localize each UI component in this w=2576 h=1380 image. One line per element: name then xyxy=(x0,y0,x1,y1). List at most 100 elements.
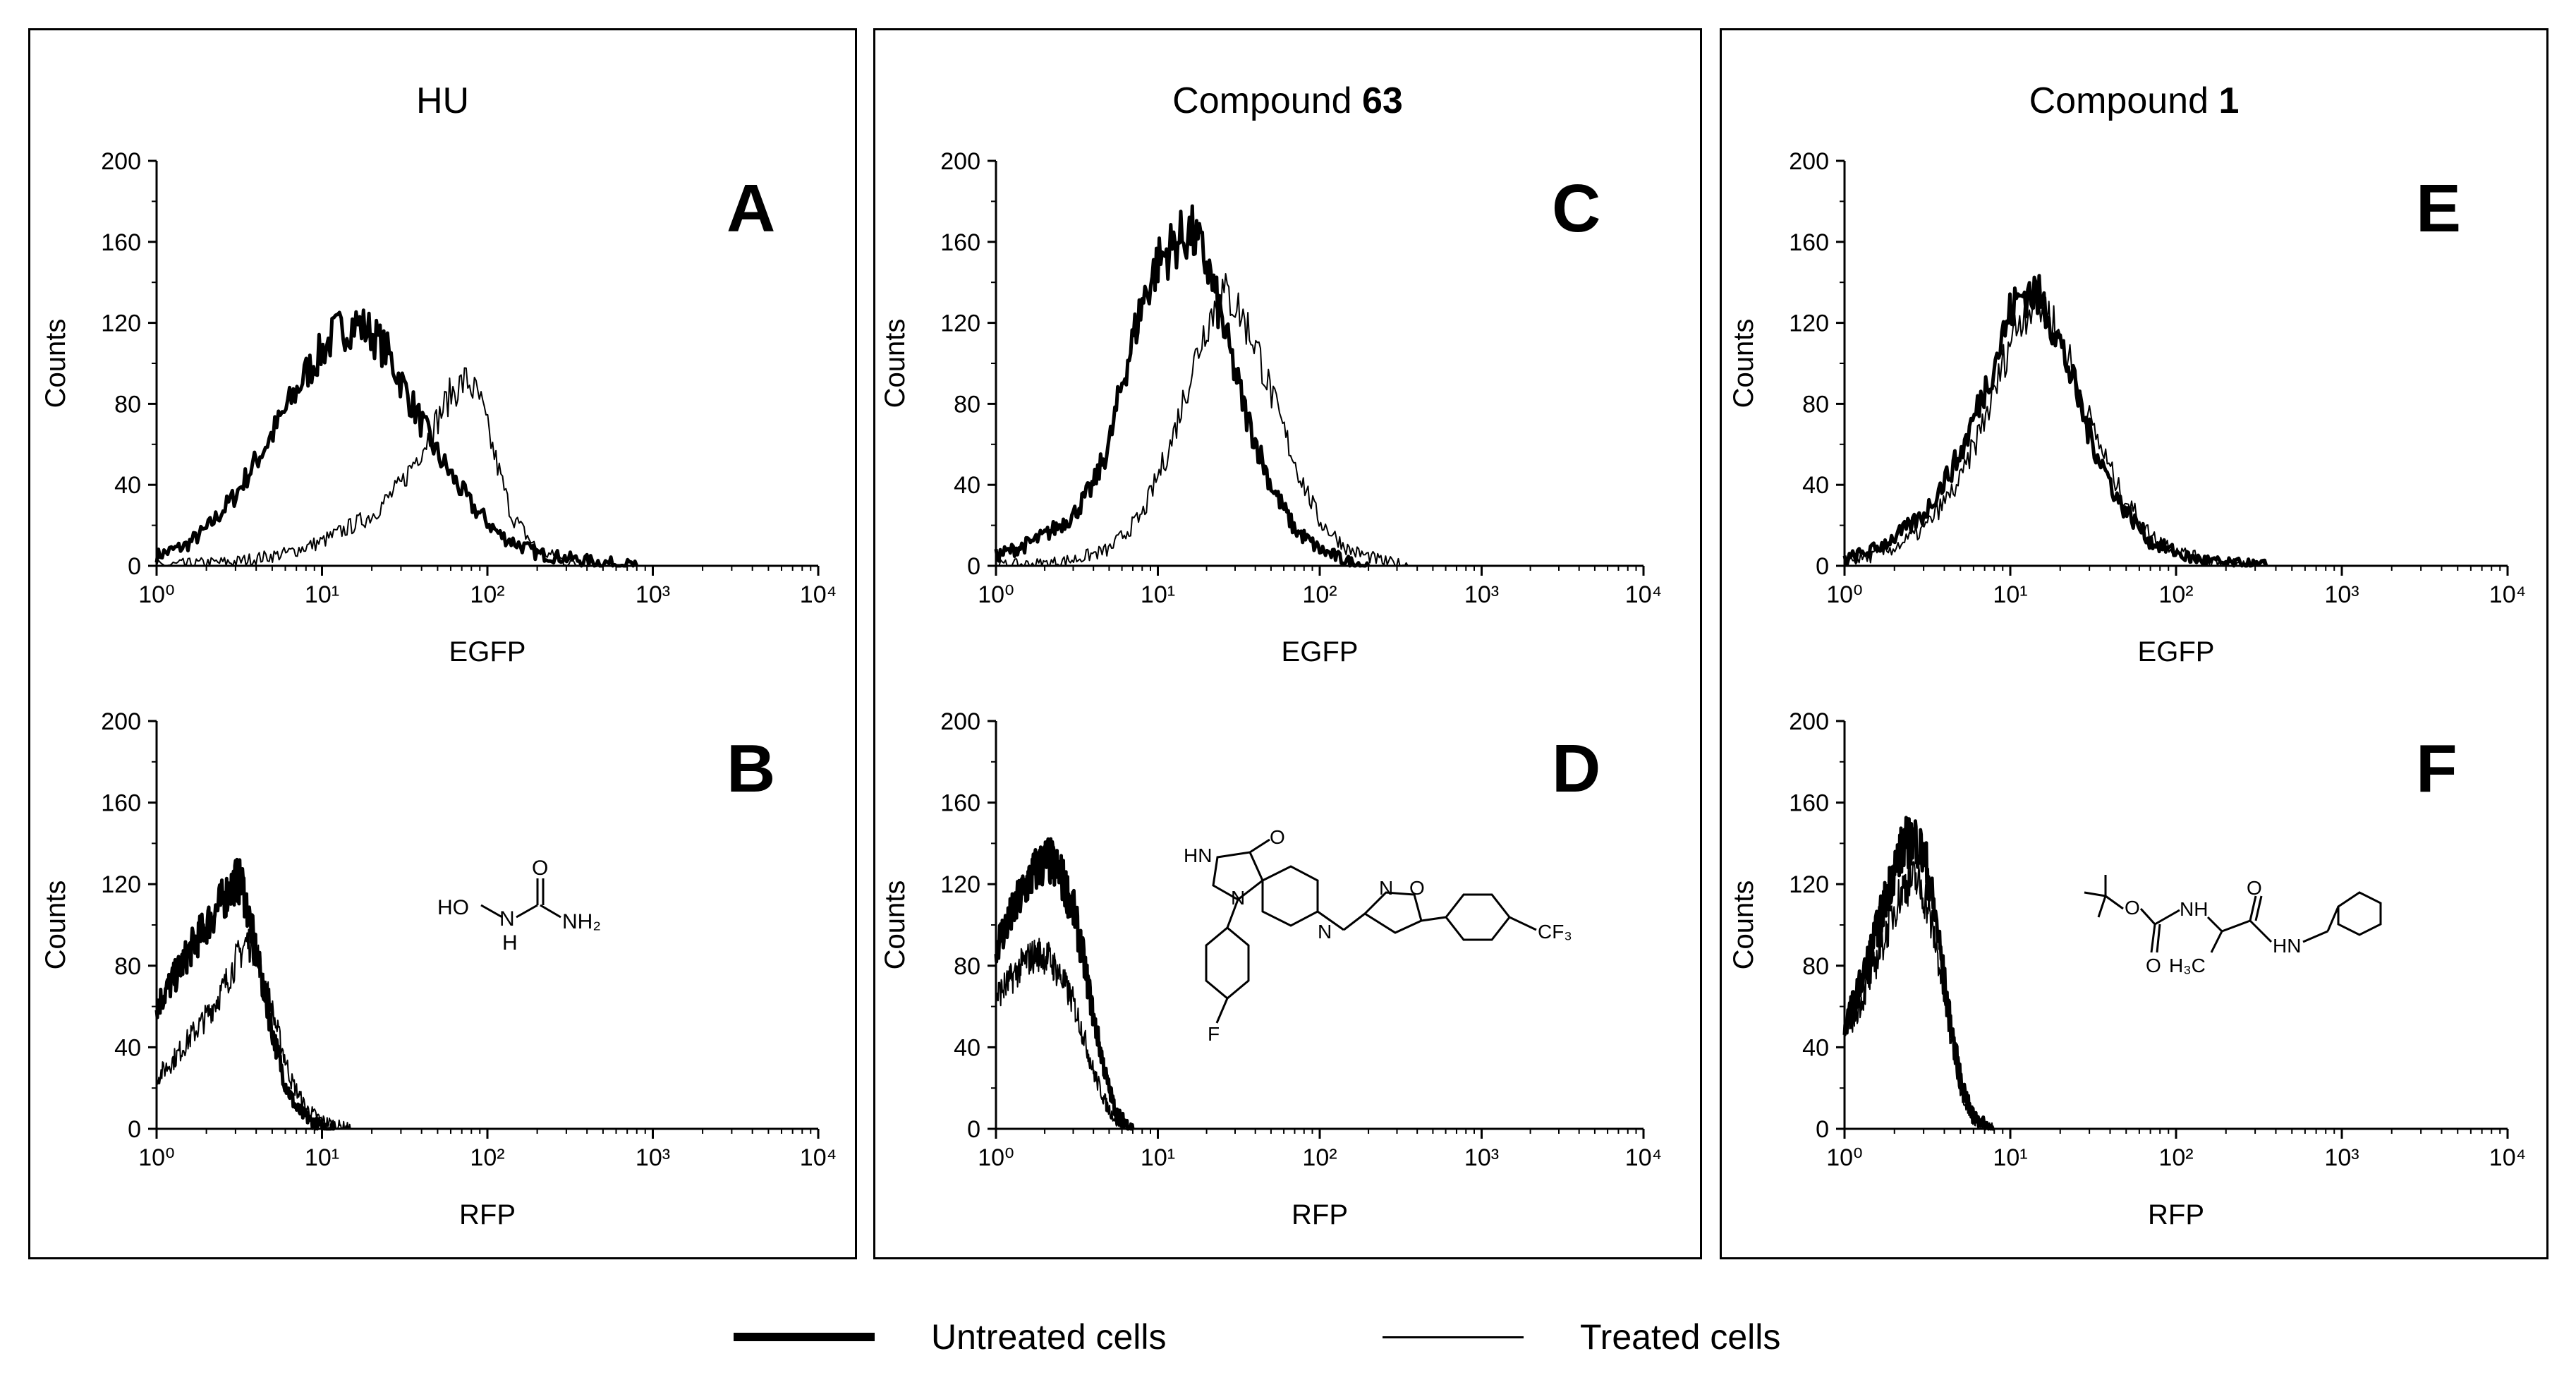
x-tick-label: 10³ xyxy=(636,1144,670,1171)
y-axis-label: Counts xyxy=(1728,880,1759,970)
x-tick-label: 10⁴ xyxy=(800,581,837,608)
y-axis-label: Counts xyxy=(1728,319,1759,408)
series-untreated-line xyxy=(994,837,1135,1131)
y-tick-label: 0 xyxy=(128,553,141,580)
y-tick-label: 0 xyxy=(967,553,980,580)
y-tick-label: 160 xyxy=(1789,229,1829,256)
x-tick-label: 10³ xyxy=(636,581,670,608)
y-tick-label: 0 xyxy=(1816,1116,1829,1143)
group-title: Compound 63 xyxy=(1172,80,1403,121)
svg-text:HN: HN xyxy=(2273,935,2301,957)
svg-text:NH₂: NH₂ xyxy=(562,910,601,933)
legend-item-treated: Treated cells xyxy=(1383,1309,1780,1365)
x-axis-label: RFP xyxy=(1292,1199,1348,1230)
y-tick-label: 40 xyxy=(114,1034,141,1061)
y-tick-label: 200 xyxy=(940,148,980,175)
y-tick-label: 200 xyxy=(1789,708,1829,735)
chemical-structures: HO N H O NH₂ HN O N N N O CF₃ xyxy=(437,826,2382,1045)
x-tick-label: 10² xyxy=(470,1144,504,1171)
x-tick-label: 10¹ xyxy=(1141,1144,1175,1171)
group-title: HU xyxy=(415,80,470,121)
x-tick-label: 10⁰ xyxy=(1826,581,1862,608)
x-tick-label: 10³ xyxy=(2324,1144,2359,1171)
y-tick-label: 80 xyxy=(1802,391,1829,418)
x-tick-label: 10¹ xyxy=(1141,581,1175,608)
svg-text:F: F xyxy=(1208,1023,1220,1045)
series-untreated-line xyxy=(1842,274,2268,568)
svg-text:O: O xyxy=(2247,877,2262,899)
svg-text:HN: HN xyxy=(1184,845,1212,866)
svg-text:N: N xyxy=(1318,921,1332,943)
series-untreated-line xyxy=(1842,816,1995,1131)
series-treated-line xyxy=(1844,279,2266,567)
x-axis-label: EGFP xyxy=(1282,636,1359,667)
x-axis-label: EGFP xyxy=(449,636,526,667)
panel-letter: E xyxy=(2416,171,2461,246)
legend-thin-line xyxy=(1383,1336,1524,1338)
y-axis-label: Counts xyxy=(880,319,911,408)
series-treated-line xyxy=(156,926,351,1130)
panel-letter: D xyxy=(1552,731,1600,806)
svg-text:O: O xyxy=(532,857,548,880)
series-treated-line xyxy=(995,938,1134,1130)
panel-d: 0 40 80 120 160 200 10⁰ 10¹ 10² 10³ 10⁴ RFP Counts D xyxy=(880,708,1662,1230)
y-axis-label: Counts xyxy=(40,319,71,408)
y-tick-label: 40 xyxy=(954,1034,980,1061)
y-tick-label: 160 xyxy=(1789,790,1829,817)
panel-letter: C xyxy=(1552,171,1600,246)
panel-a: 0 40 80 120 160 200 10⁰ 10¹ 10² 10³ 10⁴ EGFP Counts A xyxy=(40,148,837,667)
x-tick-label: 10² xyxy=(2158,581,2193,608)
y-tick-label: 200 xyxy=(940,708,980,735)
x-tick-label: 10² xyxy=(1302,581,1337,608)
y-tick-label: 120 xyxy=(101,871,141,898)
x-tick-label: 10⁴ xyxy=(1625,581,1662,608)
legend-item-untreated: Untreated cells xyxy=(734,1309,1167,1365)
y-tick-label: 120 xyxy=(940,310,980,337)
y-tick-label: 40 xyxy=(954,472,980,499)
y-axis-label: Counts xyxy=(40,880,71,970)
legend-label: Untreated cells xyxy=(931,1317,1167,1357)
panel-f: 0 40 80 120 160 200 10⁰ 10¹ 10² 10³ 10⁴ RFP Counts F xyxy=(1728,708,2526,1230)
svg-text:H₃C: H₃C xyxy=(2169,955,2206,976)
y-tick-label: 80 xyxy=(1802,953,1829,980)
svg-text:H: H xyxy=(502,931,518,955)
y-tick-label: 120 xyxy=(1789,310,1829,337)
x-tick-label: 10³ xyxy=(1464,1144,1499,1171)
svg-text:HO: HO xyxy=(437,896,469,919)
y-tick-label: 0 xyxy=(1816,553,1829,580)
panel-group-compound-63: Compound 63 xyxy=(873,28,1702,1259)
panel-c: 0 40 80 120 160 200 10⁰ 10¹ 10² 10³ 10⁴ EGFP Counts C xyxy=(880,148,1662,667)
x-axis-label: RFP xyxy=(2148,1199,2204,1230)
series-untreated-line xyxy=(154,857,337,1131)
y-tick-label: 200 xyxy=(1789,148,1829,175)
x-tick-label: 10⁰ xyxy=(1826,1144,1862,1171)
panel-letter: B xyxy=(727,731,775,806)
legend-thick-line xyxy=(734,1333,875,1341)
svg-text:N: N xyxy=(499,907,515,931)
y-tick-label: 200 xyxy=(101,148,141,175)
x-tick-label: 10⁰ xyxy=(138,581,174,608)
svg-text:CF₃: CF₃ xyxy=(1538,921,1572,943)
legend: Untreated cells Treated cells xyxy=(0,1309,2576,1365)
panel-e: 0 40 80 120 160 200 10⁰ 10¹ 10² 10³ 10⁴ EGFP Counts E xyxy=(1728,148,2526,667)
x-tick-label: 10⁰ xyxy=(978,581,1014,608)
panel-letter: F xyxy=(2416,731,2457,806)
compound-1-structure-image: O O NH O HN H₃C xyxy=(2084,875,2382,976)
group-title: Compound 1 xyxy=(2029,80,2240,121)
panel-group-compound-1: Compound 1 xyxy=(1720,28,2548,1259)
x-tick-label: 10³ xyxy=(1464,581,1499,608)
series-untreated-line xyxy=(994,204,1371,568)
svg-text:O: O xyxy=(2146,955,2161,976)
x-tick-label: 10² xyxy=(470,581,504,608)
y-tick-label: 0 xyxy=(967,1116,980,1143)
x-tick-label: 10³ xyxy=(2324,581,2359,608)
panel-b: 0 40 80 120 160 200 10⁰ 10¹ 10² 10³ 10⁴ RFP Counts B xyxy=(40,708,837,1230)
y-tick-label: 80 xyxy=(954,391,980,418)
x-tick-label: 10¹ xyxy=(1993,581,2027,608)
x-tick-label: 10² xyxy=(2158,1144,2193,1171)
y-tick-label: 120 xyxy=(1789,871,1829,898)
y-tick-label: 160 xyxy=(101,229,141,256)
series-treated-line xyxy=(1844,860,1995,1130)
y-tick-label: 200 xyxy=(101,708,141,735)
